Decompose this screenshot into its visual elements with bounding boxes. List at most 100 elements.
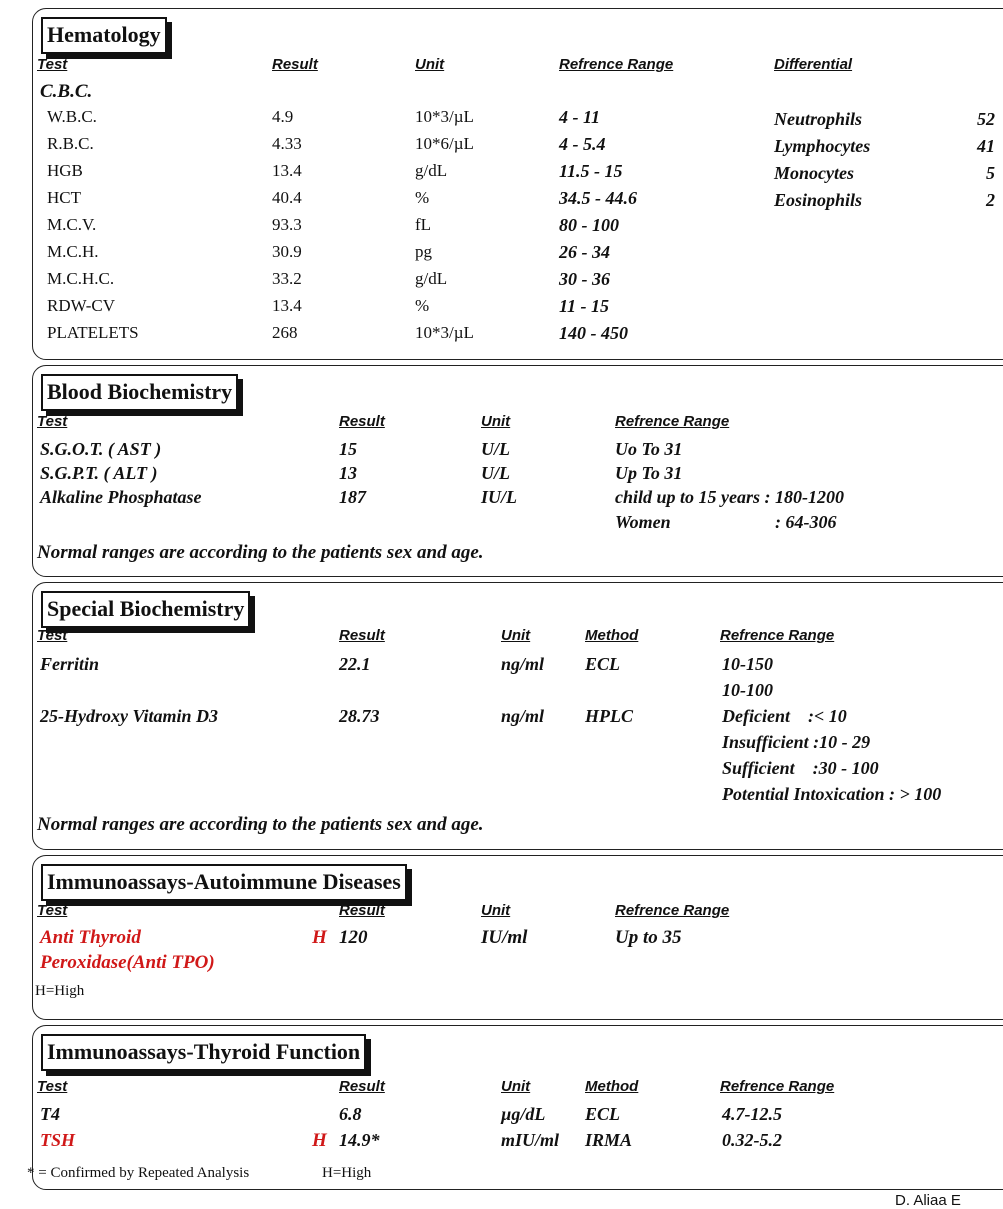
section-note: Normal ranges are according to the patie… bbox=[37, 814, 484, 835]
test-result: 120 bbox=[339, 927, 368, 948]
test-name: HGB bbox=[47, 161, 83, 180]
test-name: S.G.O.T. ( AST ) bbox=[40, 439, 162, 459]
reference-range: 4 - 11 bbox=[559, 107, 601, 127]
test-method: ECL bbox=[585, 1104, 621, 1124]
reference-range: 11 - 15 bbox=[559, 296, 610, 316]
test-result: 187 bbox=[339, 487, 366, 507]
col-header-test: Test bbox=[37, 902, 68, 919]
test-unit: IU/ml bbox=[481, 927, 528, 948]
test-result: 13.4 bbox=[272, 161, 302, 180]
test-name: 25-Hydroxy Vitamin D3 bbox=[40, 706, 219, 726]
col-header-range: Refrence Range bbox=[615, 413, 730, 430]
differential-name: Eosinophils bbox=[774, 190, 863, 210]
test-result: 13 bbox=[339, 463, 357, 483]
section-title: Special Biochemistry bbox=[41, 591, 251, 628]
col-header-range: Refrence Range bbox=[615, 902, 730, 919]
col-header-unit: Unit bbox=[481, 902, 511, 919]
test-unit: g/dL bbox=[415, 269, 448, 288]
section-title: Immunoassays-Autoimmune Diseases bbox=[41, 864, 407, 901]
test-name: Ferritin bbox=[40, 654, 100, 674]
test-result: 40.4 bbox=[272, 188, 302, 207]
reference-range: Insufficient :10 - 29 bbox=[722, 732, 871, 752]
col-header-result: Result bbox=[272, 56, 318, 73]
differential-value: 5 bbox=[986, 163, 995, 183]
high-flag: H bbox=[312, 927, 327, 948]
differential-value: 2 bbox=[986, 190, 995, 210]
test-unit: pg bbox=[415, 242, 432, 261]
col-header-test: Test bbox=[37, 627, 68, 644]
test-method: ECL bbox=[585, 654, 621, 674]
test-result: 33.2 bbox=[272, 269, 302, 288]
test-unit: % bbox=[415, 296, 430, 315]
reference-range: 4 - 5.4 bbox=[559, 134, 606, 154]
differential-value: 41 bbox=[977, 136, 995, 156]
section-note: Normal ranges are according to the patie… bbox=[37, 542, 484, 563]
test-method: HPLC bbox=[585, 706, 633, 726]
autoimmune-section: Immunoassays-Autoimmune Diseases Test Resu… bbox=[32, 855, 1003, 1020]
reference-range: 0.32-5.2 bbox=[722, 1130, 782, 1150]
test-result: 4.33 bbox=[272, 134, 302, 153]
differential-value: 52 bbox=[977, 109, 995, 129]
test-name: Anti Thyroid bbox=[40, 927, 141, 948]
reference-range-label: Women bbox=[615, 512, 671, 532]
reference-range: Sufficient :30 - 100 bbox=[722, 758, 879, 778]
test-unit: % bbox=[415, 188, 430, 207]
col-header-result: Result bbox=[339, 1078, 385, 1095]
test-result: 15 bbox=[339, 439, 357, 459]
reference-range: 26 - 34 bbox=[559, 242, 610, 262]
col-header-unit: Unit bbox=[415, 56, 445, 73]
col-header-test: Test bbox=[37, 56, 68, 73]
test-name: M.C.H.C. bbox=[47, 269, 115, 288]
test-name: TSH bbox=[40, 1130, 76, 1150]
blood-biochemistry-section: Blood Biochemistry Test Result Unit Refrence… bbox=[32, 365, 1003, 577]
test-name: Alkaline Phosphatase bbox=[40, 487, 202, 507]
col-header-unit: Unit bbox=[481, 413, 511, 430]
special-biochemistry-section: Special Biochemistry Test Result Unit Method… bbox=[32, 582, 1003, 850]
reference-range: Potential Intoxication : > 100 bbox=[722, 784, 942, 804]
reference-range-value: : 64-306 bbox=[775, 512, 837, 532]
thyroid-section: Immunoassays-Thyroid Function Test Result U… bbox=[27, 1025, 1003, 1190]
test-result: 22.1 bbox=[339, 654, 371, 674]
test-result: 28.73 bbox=[339, 706, 380, 726]
col-header-method: Method bbox=[585, 1078, 639, 1095]
reference-range: 11.5 - 15 bbox=[559, 161, 623, 181]
col-header-range: Refrence Range bbox=[720, 1078, 835, 1095]
col-header-unit: Unit bbox=[501, 1078, 531, 1095]
reference-range: 4.7-12.5 bbox=[722, 1104, 782, 1124]
reference-range: Up To 31 bbox=[615, 463, 683, 483]
test-result: 268 bbox=[272, 323, 298, 342]
section-title: Blood Biochemistry bbox=[41, 374, 239, 411]
test-unit: U/L bbox=[481, 463, 510, 483]
col-header-range: Refrence Range bbox=[559, 56, 674, 73]
test-unit: g/dL bbox=[415, 161, 448, 180]
signature: D. Aliaa E bbox=[895, 1192, 961, 1209]
reference-range: Deficient :< 10 bbox=[722, 706, 847, 726]
test-name: M.C.V. bbox=[47, 215, 97, 234]
reference-range: 80 - 100 bbox=[559, 215, 619, 235]
differential-name: Monocytes bbox=[774, 163, 854, 183]
col-header-method: Method bbox=[585, 627, 639, 644]
high-flag: H bbox=[312, 1130, 327, 1151]
test-name: HCT bbox=[47, 188, 81, 207]
test-unit: 10*3/µL bbox=[415, 107, 474, 126]
test-result: 13.4 bbox=[272, 296, 302, 315]
test-name: RDW-CV bbox=[47, 296, 115, 315]
reference-range: 140 - 450 bbox=[559, 323, 628, 343]
section-title: Immunoassays-Thyroid Function bbox=[41, 1034, 367, 1071]
test-name-continued: Peroxidase(Anti TPO) bbox=[40, 952, 215, 973]
reference-range: 10-150 bbox=[722, 654, 773, 674]
test-name: PLATELETS bbox=[47, 323, 139, 342]
test-name: M.C.H. bbox=[47, 242, 99, 261]
test-name: R.B.C. bbox=[47, 134, 94, 153]
col-header-test: Test bbox=[37, 413, 68, 430]
test-unit: mIU/ml bbox=[501, 1130, 560, 1150]
reference-range: 30 - 36 bbox=[559, 269, 610, 289]
footnote-high: H=High bbox=[322, 1165, 372, 1181]
test-result: 30.9 bbox=[272, 242, 302, 261]
col-header-result: Result bbox=[339, 902, 385, 919]
test-unit: ng/ml bbox=[501, 706, 545, 726]
test-result: 14.9* bbox=[339, 1130, 380, 1150]
test-unit: 10*6/µL bbox=[415, 134, 474, 153]
test-method: IRMA bbox=[585, 1130, 633, 1150]
reference-range: child up to 15 years : 180-1200 bbox=[615, 487, 844, 507]
